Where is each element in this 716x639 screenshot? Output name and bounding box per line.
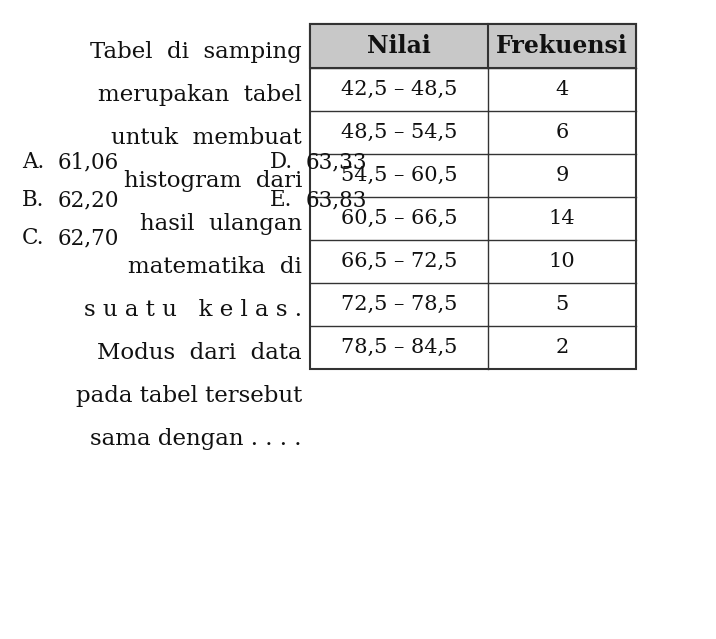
Text: Frekuensi: Frekuensi [496,34,628,58]
Text: untuk  membuat: untuk membuat [111,127,302,149]
Text: C.: C. [22,227,44,249]
Text: hasil  ulangan: hasil ulangan [140,213,302,235]
Text: 63,33: 63,33 [306,151,367,173]
Text: 78,5 – 84,5: 78,5 – 84,5 [341,338,458,357]
Text: 63,83: 63,83 [306,189,367,211]
Text: 6: 6 [556,123,569,142]
Text: B.: B. [22,189,44,211]
Text: 42,5 – 48,5: 42,5 – 48,5 [341,80,458,99]
Text: 66,5 – 72,5: 66,5 – 72,5 [341,252,458,271]
FancyBboxPatch shape [310,24,636,369]
Text: 10: 10 [548,252,576,271]
Text: Tabel  di  samping: Tabel di samping [90,41,302,63]
Text: Nilai: Nilai [367,34,431,58]
Text: 60,5 – 66,5: 60,5 – 66,5 [341,209,458,228]
Text: 54,5 – 60,5: 54,5 – 60,5 [341,166,458,185]
Text: 72,5 – 78,5: 72,5 – 78,5 [341,295,458,314]
Text: 14: 14 [548,209,576,228]
Text: 62,20: 62,20 [58,189,120,211]
Text: pada tabel tersebut: pada tabel tersebut [76,385,302,407]
Text: 48,5 – 54,5: 48,5 – 54,5 [341,123,458,142]
Text: matematika  di: matematika di [128,256,302,278]
Text: D.: D. [270,151,293,173]
Text: E.: E. [270,189,292,211]
Text: A.: A. [22,151,44,173]
Text: 62,70: 62,70 [58,227,120,249]
FancyBboxPatch shape [310,24,636,68]
Text: merupakan  tabel: merupakan tabel [98,84,302,106]
Text: 61,06: 61,06 [58,151,120,173]
Text: Modus  dari  data: Modus dari data [97,342,302,364]
Text: s u a t u   k e l a s .: s u a t u k e l a s . [84,299,302,321]
Text: 5: 5 [556,295,569,314]
Text: 2: 2 [556,338,569,357]
Text: 4: 4 [556,80,569,99]
Text: sama dengan . . . .: sama dengan . . . . [90,428,302,450]
Text: histogram  dari: histogram dari [124,170,302,192]
Text: 9: 9 [556,166,569,185]
